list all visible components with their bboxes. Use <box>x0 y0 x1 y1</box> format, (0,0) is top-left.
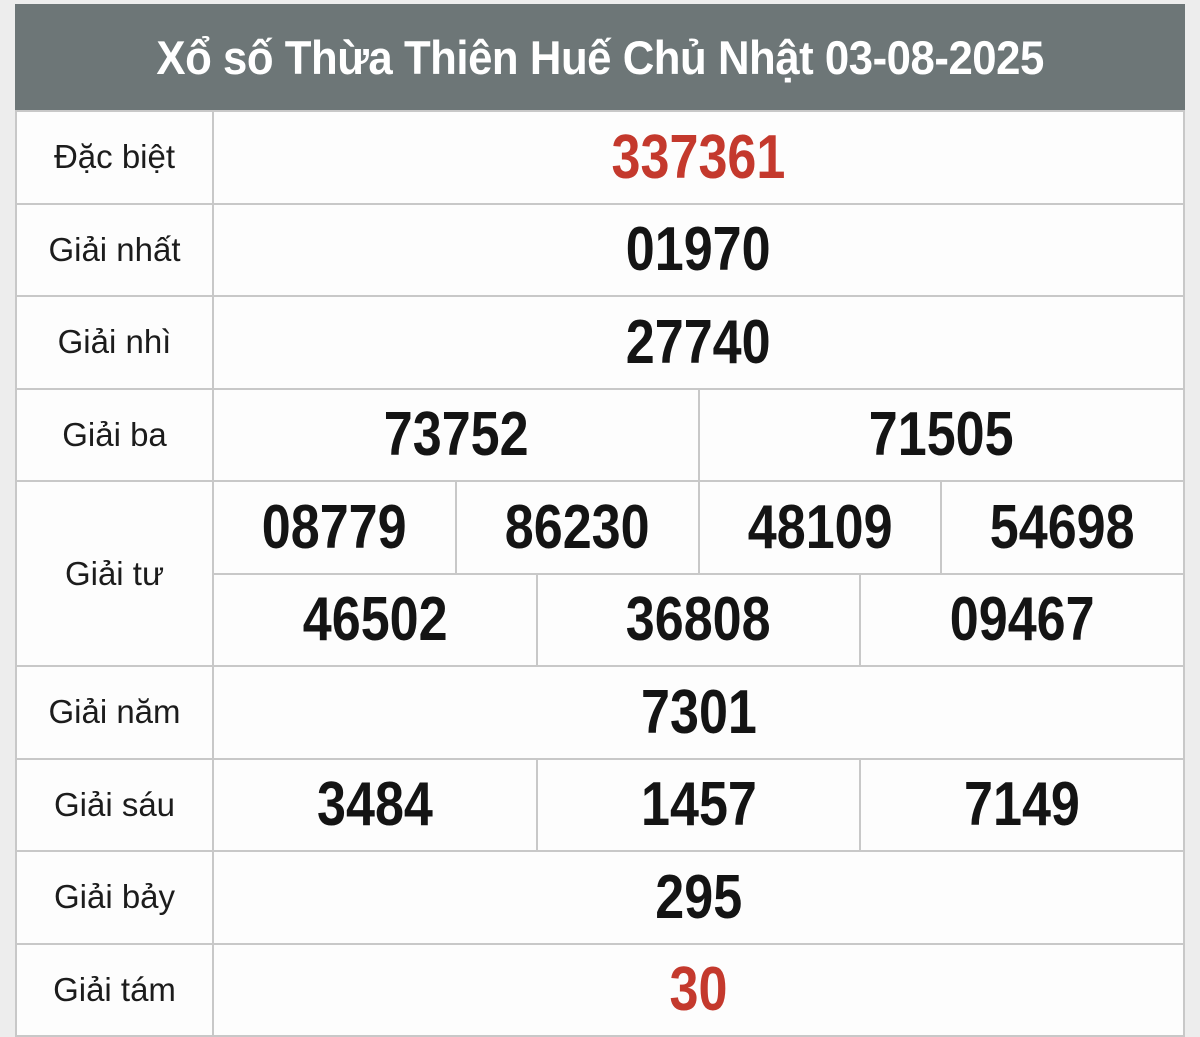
prize-number-cell: 71505 <box>697 389 1183 480</box>
prize-number: 7149 <box>964 770 1081 840</box>
prize-number: 01970 <box>626 215 771 285</box>
prize-number: 73752 <box>383 400 529 470</box>
table-row: Giải tám 30 <box>17 942 1183 1035</box>
table-row: Giải ba 73752 71505 <box>17 387 1183 480</box>
prize-number-group: 08779 86230 48109 54698 <box>214 482 1183 573</box>
prize-label: Giải bảy <box>17 852 214 943</box>
prize-label: Giải tám <box>17 944 214 1035</box>
prize-number: 09467 <box>949 585 1095 655</box>
prize-number: 295 <box>655 862 742 932</box>
prize-number-cell: 48109 <box>697 482 941 573</box>
prize-label: Giải nhì <box>17 297 214 388</box>
prize-label: Giải tư <box>17 482 214 665</box>
prize-number-group: 27740 <box>214 297 1183 388</box>
prize-number-group: 3484 1457 7149 <box>214 759 1184 850</box>
prize-number-group: 337361 <box>214 112 1183 203</box>
prize-number-cell: 337361 <box>214 112 1183 203</box>
prize-label: Giải nhất <box>17 204 214 295</box>
table-row: Giải năm 7301 <box>17 665 1183 758</box>
prize-number-group: 46502 36808 09467 <box>214 572 1184 665</box>
prize-number-cell: 3484 <box>214 759 536 850</box>
prize-numbers: 27740 <box>214 297 1183 388</box>
table-row: Đặc biệt 337361 <box>17 110 1183 203</box>
prize-number-group: 295 <box>214 852 1183 943</box>
prize-number: 08779 <box>261 492 407 562</box>
prize-number-cell: 7149 <box>859 759 1184 850</box>
prize-numbers: 30 <box>214 944 1183 1035</box>
prize-number-group: 7301 <box>214 667 1183 758</box>
prize-number-group: 30 <box>214 944 1183 1035</box>
prize-numbers: 01970 <box>214 204 1183 295</box>
prize-number-cell: 36808 <box>535 574 860 665</box>
prize-number-cell: 27740 <box>214 297 1183 388</box>
prize-number-group: 73752 71505 <box>214 389 1183 480</box>
prize-numbers: 73752 71505 <box>214 389 1183 480</box>
prize-number: 48109 <box>747 492 893 562</box>
prize-number-cell: 7301 <box>214 667 1183 758</box>
table-row: Giải nhì 27740 <box>17 295 1183 388</box>
prize-number: 3484 <box>316 770 433 840</box>
table-row: Giải tư 08779 86230 48109 54698 46502 36808 094… <box>17 480 1184 665</box>
table-row: Giải sáu 3484 1457 7149 <box>17 757 1184 850</box>
prize-number: 1457 <box>640 770 757 840</box>
prize-label: Giải ba <box>17 389 214 480</box>
prize-number-cell: 01970 <box>214 204 1183 295</box>
prize-number: 337361 <box>611 122 786 192</box>
table-row: Giải nhất 01970 <box>17 202 1183 295</box>
prize-numbers: 7301 <box>214 667 1183 758</box>
prize-number-cell: 73752 <box>214 389 698 480</box>
prize-label: Đặc biệt <box>17 112 214 203</box>
prize-label: Giải năm <box>17 667 214 758</box>
prize-number-cell: 08779 <box>214 482 455 573</box>
prize-numbers: 295 <box>214 852 1183 943</box>
prize-label: Giải sáu <box>17 759 214 850</box>
prize-number: 27740 <box>626 307 771 377</box>
prize-number: 86230 <box>504 492 650 562</box>
prize-number-cell: 09467 <box>859 574 1184 665</box>
prize-number-cell: 86230 <box>454 482 698 573</box>
prize-number-cell: 54698 <box>940 482 1183 573</box>
prize-number-cell: 295 <box>214 852 1183 943</box>
prize-number: 54698 <box>990 492 1136 562</box>
prize-numbers: 3484 1457 7149 <box>214 759 1184 850</box>
prize-number: 71505 <box>868 400 1014 470</box>
prize-numbers: 08779 86230 48109 54698 46502 36808 09467 <box>214 482 1184 665</box>
prize-number-cell: 30 <box>214 944 1183 1035</box>
page-title: Xổ số Thừa Thiên Huế Chủ Nhật 03-08-2025 <box>156 30 1044 84</box>
results-table: Đặc biệt 337361 Giải nhất 01970 Giải nhì 2774… <box>15 110 1185 1037</box>
prize-number: 30 <box>669 955 728 1025</box>
prize-number-group: 01970 <box>214 204 1183 295</box>
prize-numbers: 337361 <box>214 112 1183 203</box>
prize-number: 7301 <box>640 677 757 747</box>
prize-number: 36808 <box>626 585 771 655</box>
prize-number-cell: 46502 <box>214 574 536 665</box>
table-row: Giải bảy 295 <box>17 850 1183 943</box>
prize-number: 46502 <box>302 585 448 655</box>
lottery-results-panel: Xổ số Thừa Thiên Huế Chủ Nhật 03-08-2025… <box>15 4 1185 1037</box>
results-header: Xổ số Thừa Thiên Huế Chủ Nhật 03-08-2025 <box>15 4 1185 110</box>
prize-number-cell: 1457 <box>535 759 860 850</box>
